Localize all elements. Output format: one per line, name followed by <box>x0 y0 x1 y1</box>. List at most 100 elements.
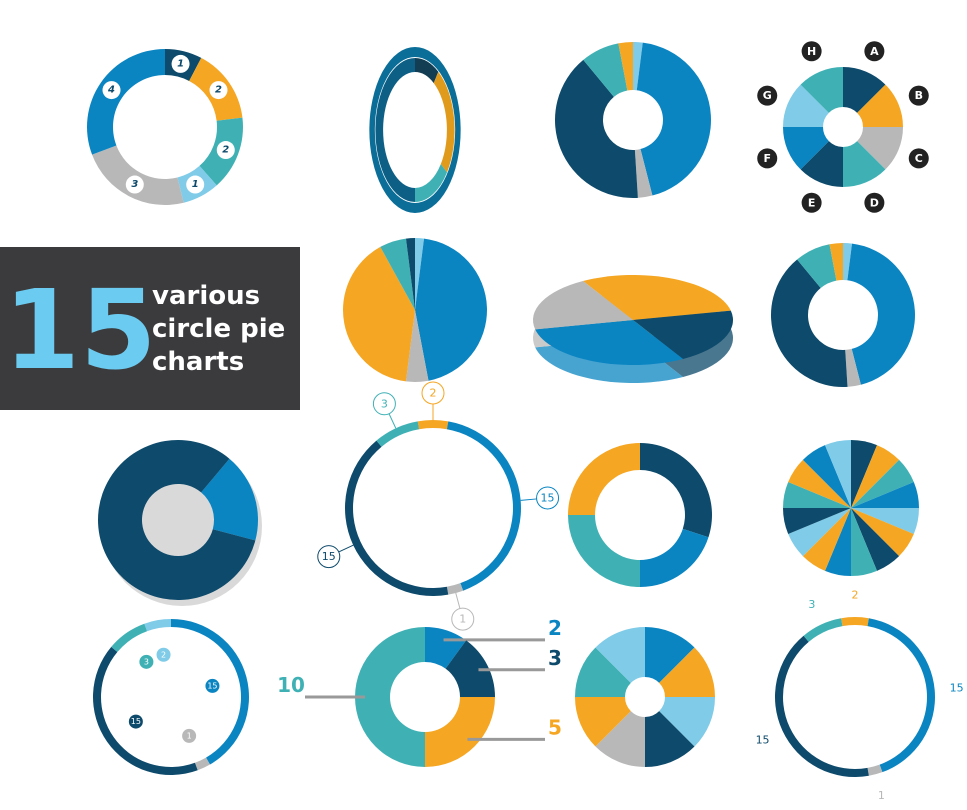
segment <box>343 246 415 382</box>
segment-label: 15 <box>541 491 555 504</box>
segment <box>344 440 449 596</box>
segment <box>800 141 843 187</box>
leader <box>388 413 397 429</box>
label-badge <box>421 381 445 405</box>
segment-label: 15 <box>322 550 336 563</box>
segment <box>783 481 851 508</box>
segment <box>847 243 915 385</box>
label-badge <box>128 714 143 729</box>
segment-label: 2 <box>222 145 229 156</box>
segment <box>575 647 631 697</box>
segment-label: 3 <box>381 397 388 410</box>
segment-label: D <box>870 196 879 209</box>
segment <box>867 618 935 773</box>
segment <box>843 141 886 187</box>
segment <box>788 508 851 557</box>
segment <box>446 421 521 591</box>
segment-label: 2 <box>161 650 166 659</box>
segment <box>851 508 878 576</box>
label-badge <box>908 85 929 106</box>
banner-line: various <box>152 281 260 311</box>
segment <box>843 67 886 113</box>
chart-donut <box>575 627 715 767</box>
banner-line: circle pie <box>152 314 285 344</box>
chart-donut <box>555 41 711 199</box>
segment-label: E <box>808 196 816 209</box>
segment <box>797 244 837 289</box>
segment <box>803 618 843 642</box>
segment-label: 3 <box>131 179 138 190</box>
segment-label: 1 <box>177 58 184 69</box>
segment <box>111 623 148 653</box>
label-badge <box>757 148 778 169</box>
segment <box>824 440 851 508</box>
segment <box>446 583 464 595</box>
segment <box>771 259 848 387</box>
segment-label: 1 <box>187 731 192 740</box>
label-badge <box>209 81 228 100</box>
segment-label: 1 <box>878 789 885 802</box>
segment-label: 2 <box>852 589 859 602</box>
label-badge <box>182 728 197 743</box>
segment <box>841 617 869 627</box>
label-badge <box>801 192 822 213</box>
segment <box>783 508 851 535</box>
segment <box>583 275 731 320</box>
segment <box>645 711 695 767</box>
segment <box>640 528 709 587</box>
chart-ring: 2 15 1 15 3 <box>317 381 560 631</box>
chart-pie <box>783 440 919 576</box>
label-badge <box>156 647 171 662</box>
chart-pie3d <box>533 275 733 383</box>
label-badge <box>451 607 475 631</box>
segment <box>425 697 495 767</box>
label-badge <box>139 654 154 669</box>
chart-donut: 1 2 2 1 3 4 <box>86 49 243 205</box>
segment-label: F <box>763 152 771 165</box>
segment <box>86 49 165 155</box>
segment-label: 3 <box>548 646 562 670</box>
segment <box>829 243 843 281</box>
segment <box>824 508 851 576</box>
segment <box>568 515 640 587</box>
segment <box>775 635 869 777</box>
label-badge <box>536 486 560 510</box>
segment <box>533 281 633 330</box>
segment <box>415 238 425 310</box>
segment <box>415 238 487 381</box>
segment-label: 15 <box>756 734 770 747</box>
leader <box>338 544 354 553</box>
segment <box>415 164 448 202</box>
label-badge <box>908 148 929 169</box>
segment <box>857 84 903 127</box>
segment <box>659 647 715 697</box>
segment <box>171 619 249 765</box>
segment <box>851 508 914 557</box>
banner-line: charts <box>152 347 244 377</box>
segment <box>555 59 638 199</box>
segment <box>800 67 843 113</box>
segment <box>867 764 883 776</box>
label-badge <box>186 175 205 194</box>
segment-label: 15 <box>131 717 141 726</box>
chart-donut: A B C D E F G H <box>757 41 929 213</box>
segment <box>417 420 449 430</box>
leader <box>455 592 461 609</box>
segment <box>575 697 631 747</box>
segment-label: 1 <box>459 613 466 626</box>
segment <box>535 320 683 365</box>
label-badge <box>801 41 822 62</box>
segment <box>405 310 429 382</box>
segment-label: 5 <box>548 715 562 739</box>
segment <box>783 84 829 127</box>
segment-label: C <box>915 152 923 165</box>
segment <box>645 627 695 683</box>
segment <box>843 243 853 281</box>
segment <box>355 627 425 767</box>
segment-label: 10 <box>277 673 305 697</box>
segment-label: B <box>915 89 923 102</box>
segment <box>783 127 829 170</box>
segment-label: G <box>763 89 772 102</box>
label-badge <box>757 85 778 106</box>
